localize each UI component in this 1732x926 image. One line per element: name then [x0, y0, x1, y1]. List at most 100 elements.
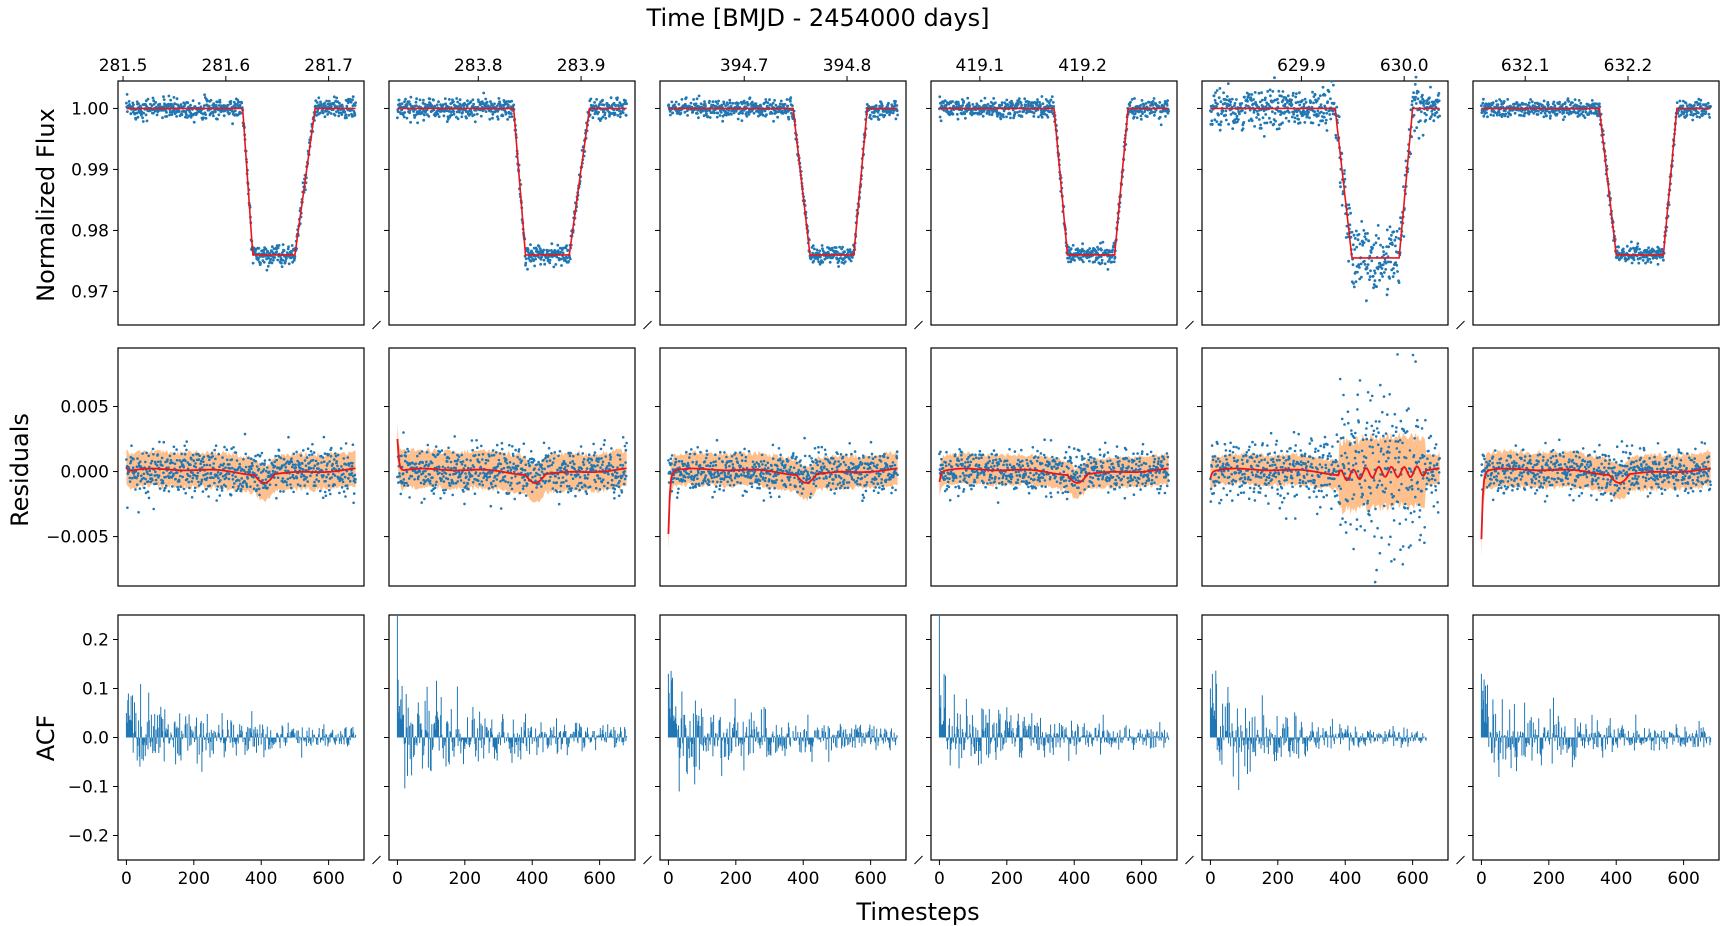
residual-point — [537, 468, 541, 471]
ylabel-residuals: Residuals — [6, 413, 34, 527]
flux-point — [747, 112, 751, 116]
flux-point — [510, 99, 514, 103]
acf-ytick-label: −0.1 — [68, 778, 109, 798]
residual-point — [417, 475, 421, 478]
residual-point — [464, 484, 468, 488]
flux-point — [471, 98, 475, 102]
flux-point — [726, 103, 730, 106]
residual-point — [136, 472, 140, 475]
residual-point — [794, 485, 798, 488]
residual-point — [516, 464, 520, 468]
residual-point — [231, 478, 235, 481]
flux-point — [315, 101, 319, 104]
residual-point — [317, 479, 321, 483]
residual-point — [474, 471, 478, 474]
residual-point — [188, 486, 191, 490]
residual-point — [528, 464, 532, 467]
residual-point — [696, 446, 699, 449]
residual-point — [277, 449, 281, 452]
residual-point — [609, 458, 612, 461]
residual-point — [861, 493, 865, 497]
residual-point — [125, 458, 128, 461]
residual-point — [856, 482, 859, 486]
residual-point — [402, 484, 406, 487]
flux-point — [171, 105, 175, 109]
residual-point — [514, 448, 517, 452]
residual-point — [690, 448, 693, 451]
acf-ytick-label: 0.2 — [82, 631, 109, 651]
residual-point — [418, 470, 422, 473]
residual-point — [195, 477, 199, 480]
residual-point — [815, 469, 819, 473]
residual-point — [756, 486, 759, 490]
flux-point — [501, 114, 505, 118]
flux-point — [786, 104, 790, 108]
residual-point — [197, 480, 200, 484]
residual-point — [711, 495, 714, 499]
residual-point — [342, 472, 345, 476]
residual-point — [862, 496, 866, 499]
residual-point — [694, 485, 697, 489]
flux-point — [186, 116, 189, 119]
flux-point — [152, 111, 155, 115]
residual-point — [310, 453, 314, 456]
acf-panel-3: 0 200 400 600 — [655, 614, 907, 889]
residual-point — [238, 462, 241, 466]
residual-point — [713, 471, 717, 474]
flux-point — [737, 102, 740, 105]
residual-point — [331, 462, 335, 466]
residual-point — [606, 481, 610, 485]
residual-point — [557, 454, 560, 458]
flux-point — [175, 97, 179, 101]
flux-point — [748, 96, 752, 100]
residual-point — [509, 484, 512, 487]
residual-point — [677, 460, 681, 463]
residual-point — [342, 490, 346, 493]
residual-point — [840, 477, 843, 480]
residual-point — [722, 478, 726, 481]
residual-point — [568, 485, 571, 488]
residual-point — [504, 480, 507, 483]
residual-point — [588, 485, 592, 489]
residual-point — [289, 483, 292, 486]
residual-point — [740, 459, 744, 462]
flux-point — [828, 260, 832, 264]
flux-point — [873, 115, 877, 118]
residual-point — [424, 469, 427, 473]
residual-point — [704, 474, 708, 477]
residual-point — [199, 462, 202, 466]
residual-point — [340, 486, 344, 489]
flux-point — [265, 268, 269, 272]
residual-point — [860, 462, 864, 465]
residual-point — [816, 460, 819, 463]
flux-point — [484, 97, 488, 101]
residual-point — [582, 463, 586, 466]
flux-point — [396, 116, 399, 120]
flux-point — [851, 256, 854, 259]
flux-point — [141, 120, 145, 123]
residual-point — [817, 451, 820, 454]
residual-point — [743, 447, 746, 451]
residual-point — [686, 461, 690, 465]
flux-point — [132, 103, 135, 107]
residual-point — [260, 451, 264, 455]
residual-point — [688, 456, 691, 459]
flux-point — [447, 98, 451, 101]
flux-point — [452, 100, 455, 104]
residual-point — [470, 474, 474, 478]
residual-point — [459, 460, 463, 464]
residual-point — [786, 459, 790, 463]
residual-point — [891, 461, 895, 464]
flux-point — [332, 101, 336, 105]
residual-point — [180, 452, 183, 456]
residual-point — [216, 471, 220, 474]
residual-point — [548, 459, 552, 462]
residual-point — [612, 484, 616, 487]
residual-point — [714, 463, 718, 467]
residual-point — [574, 494, 577, 498]
flux-point — [534, 257, 537, 261]
residual-point — [213, 481, 216, 485]
residual-point — [718, 457, 721, 460]
flux-point — [554, 263, 558, 266]
